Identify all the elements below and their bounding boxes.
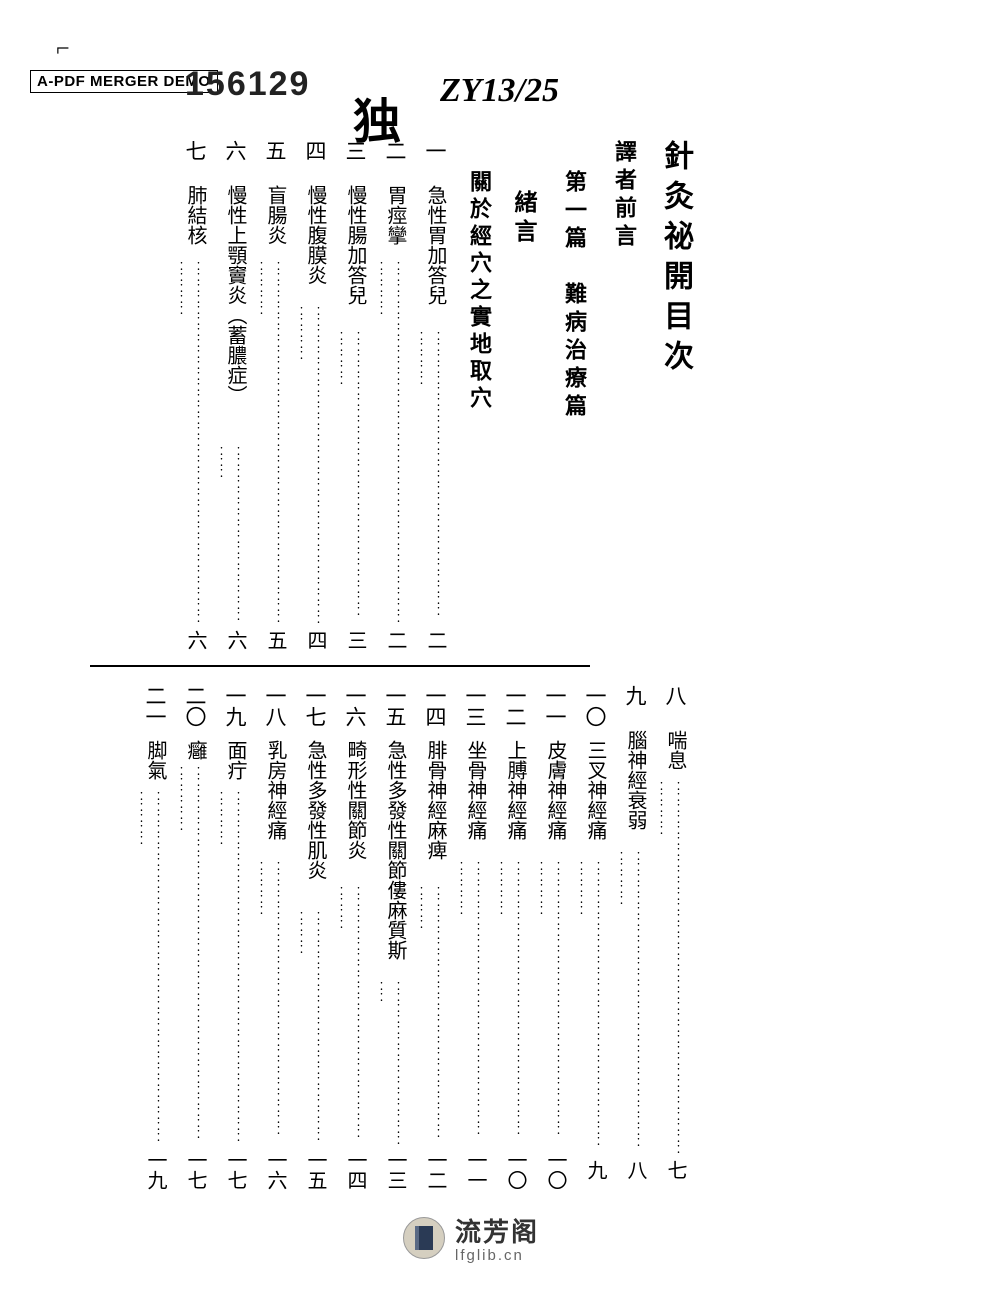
- entry-number: 一四: [420, 685, 450, 727]
- leader-dots: ︰︰︰︰︰︰︰︰︰︰︰︰︰︰︰︰︰︰︰︰︰︰︰︰︰︰︰: [333, 885, 367, 1145]
- entry-page: 一三: [381, 1150, 410, 1190]
- entry-page: 六: [181, 630, 210, 650]
- source-logo: 流芳阁 lfglib.cn: [403, 1212, 539, 1264]
- entry-label: 癰: [181, 740, 210, 760]
- entry-label: 慢性腸加答兒: [341, 185, 370, 305]
- leader-dots: ︰︰︰︰︰︰︰︰︰︰︰︰︰︰︰︰︰︰︰︰︰︰︰︰︰︰︰︰︰︰︰︰︰︰︰︰︰︰︰: [653, 780, 687, 1155]
- leader-dots: ︰︰︰︰︰︰︰︰︰︰︰︰︰︰︰︰︰︰︰︰︰︰︰︰︰︰︰︰︰︰︰︰︰︰︰︰︰︰: [373, 260, 407, 625]
- leader-dots: ︰︰︰︰︰︰︰︰︰︰︰︰︰︰︰︰︰︰︰︰︰︰︰︰︰︰︰︰︰︰︰: [413, 330, 447, 625]
- entry-number: 五: [260, 140, 290, 161]
- entry-label: 胃痙攣: [381, 185, 410, 245]
- entry-page: 一六: [261, 1150, 290, 1190]
- translator-preface-heading: 譯者前言: [613, 140, 635, 252]
- entry-page: 一〇: [501, 1150, 530, 1190]
- document-title: 針灸祕開目次: [660, 140, 690, 380]
- entry-label: 皮膚神經痛: [541, 740, 570, 840]
- entry-number: 三: [340, 140, 370, 161]
- entry-number: 二〇: [180, 685, 210, 727]
- entry-label: 腓骨神經麻痺: [421, 740, 450, 860]
- entry-number: 一七: [300, 685, 330, 727]
- entry-number: 七: [180, 140, 210, 161]
- entry-label: 慢性腹膜炎: [301, 185, 330, 285]
- entry-page: 一一: [461, 1150, 490, 1190]
- leader-dots: ︰︰︰︰︰︰︰︰︰︰︰︰︰︰︰︰︰︰︰︰︰︰︰︰︰︰︰︰︰︰︰︰︰︰: [293, 305, 327, 625]
- entry-number: 二: [380, 140, 410, 161]
- entry-page: 一七: [181, 1150, 210, 1190]
- entry-page: 二: [421, 630, 450, 650]
- entry-number: 一二: [500, 685, 530, 727]
- toc-lower-block: 八 喘息 ︰︰︰︰︰︰︰︰︰︰︰︰︰︰︰︰︰︰︰︰︰︰︰︰︰︰︰︰︰︰︰︰︰︰︰…: [90, 685, 690, 1205]
- logo-text-chinese: 流芳阁: [455, 1212, 539, 1249]
- entry-page: 一二: [421, 1150, 450, 1190]
- entry-page: 一四: [341, 1150, 370, 1190]
- leader-dots: ︰︰︰︰︰︰︰︰︰︰︰︰︰︰︰︰︰︰︰︰︰︰︰︰︰︰︰︰︰︰︰︰︰︰︰︰︰: [213, 790, 247, 1145]
- entry-number: 一三: [460, 685, 490, 727]
- library-number: 156129: [185, 65, 310, 104]
- leader-dots: ︰︰︰︰︰︰︰︰︰︰︰︰︰︰︰︰︰︰︰︰︰︰︰︰︰︰︰︰︰︰︰︰: [613, 850, 647, 1155]
- entry-number: 一一: [540, 685, 570, 727]
- logo-text-url: lfglib.cn: [455, 1247, 539, 1264]
- entry-number: 九: [620, 685, 650, 706]
- entry-page: 五: [261, 630, 290, 650]
- leader-dots: ︰︰︰︰︰︰︰︰︰︰︰︰︰︰︰︰︰︰︰︰︰︰︰︰︰︰︰︰︰︰︰︰︰︰︰︰︰︰: [253, 260, 287, 625]
- section-1-heading: 第一篇 難病治療篇: [563, 170, 585, 422]
- leader-dots: ︰︰︰︰︰︰︰︰︰︰︰︰︰︰︰︰︰︰︰︰︰︰︰︰︰︰︰︰︰︰︰︰︰︰︰︰︰: [133, 790, 167, 1145]
- entry-label: 急性多發性關節僂麻質斯: [381, 740, 410, 960]
- section-divider: [90, 665, 590, 667]
- entry-page: 四: [301, 630, 330, 650]
- entry-label: 急性胃加答兒: [421, 185, 450, 305]
- leader-dots: ︰︰︰︰︰︰︰︰︰︰︰︰︰︰︰︰︰︰︰: [213, 445, 247, 625]
- handwritten-shelfcode: ZY13/25: [440, 72, 559, 110]
- entry-label: 慢性上顎竇炎（蓄膿症）: [221, 185, 250, 405]
- entry-page: 二: [381, 630, 410, 650]
- leader-dots: ︰︰︰︰︰︰︰︰︰︰︰︰︰︰︰︰︰︰︰︰︰︰︰︰︰︰︰: [413, 885, 447, 1145]
- entry-page: 一五: [301, 1150, 330, 1190]
- entry-page: 一九: [141, 1150, 170, 1190]
- crop-mark: ⌐: [56, 36, 70, 63]
- leader-dots: ︰︰︰︰︰︰︰︰︰︰︰︰︰︰︰︰︰︰︰︰︰︰︰︰︰︰︰︰︰︰: [453, 860, 487, 1145]
- entry-page: 三: [341, 630, 370, 650]
- entry-number: 一: [420, 140, 450, 161]
- entry-label: 腦神經衰弱: [621, 730, 650, 830]
- leader-dots: ︰︰︰︰︰︰︰︰︰︰︰︰︰︰︰︰︰︰︰︰︰︰︰︰︰︰︰︰︰︰︰︰︰︰︰︰︰︰︰︰: [173, 765, 207, 1145]
- leader-dots: ︰︰︰︰︰︰︰︰︰︰︰︰︰︰︰︰︰︰︰︰︰︰︰︰︰: [293, 910, 327, 1145]
- leader-dots: ︰︰︰︰︰︰︰︰︰︰︰︰︰︰︰︰︰︰︰︰︰︰︰︰︰︰︰︰︰︰: [493, 860, 527, 1145]
- entry-page: 七: [661, 1160, 690, 1180]
- leader-dots: ︰︰︰︰︰︰︰︰︰︰︰︰︰︰︰︰︰︰︰︰︰︰︰︰︰︰︰︰︰︰︰: [333, 330, 367, 625]
- acupoint-heading: 關於經穴之實地取穴: [468, 170, 490, 413]
- entry-number: 一五: [380, 685, 410, 727]
- entry-number: 一〇: [580, 685, 610, 727]
- entry-label: 脚氣: [141, 740, 170, 780]
- leader-dots: ︰︰︰︰︰︰︰︰︰︰︰︰︰︰︰︰︰︰︰︰︰︰︰︰︰︰︰︰︰︰: [253, 860, 287, 1145]
- entry-number: 八: [660, 685, 690, 706]
- entry-label: 面疔: [221, 740, 250, 780]
- leader-dots: ︰︰︰︰︰︰︰︰︰︰︰︰︰︰︰︰︰︰︰︰︰︰︰︰︰︰︰︰︰︰︰︰︰︰︰︰︰︰: [173, 260, 207, 625]
- entry-label: 三叉神經痛: [581, 740, 610, 840]
- entry-label: 上膊神經痛: [501, 740, 530, 840]
- leader-dots: ︰︰︰︰︰︰︰︰︰︰︰︰︰︰︰︰︰: [373, 980, 407, 1145]
- leader-dots: ︰︰︰︰︰︰︰︰︰︰︰︰︰︰︰︰︰︰︰︰︰︰︰︰︰︰︰︰︰︰︰: [573, 860, 607, 1155]
- entry-label: 急性多發性肌炎: [301, 740, 330, 880]
- entry-page: 八: [621, 1160, 650, 1180]
- toc-upper-block: 針灸祕開目次 譯者前言 第一篇 難病治療篇 緒言 關於經穴之實地取穴 一 急性胃…: [90, 130, 690, 670]
- entry-page: 一〇: [541, 1150, 570, 1190]
- entry-page: 一七: [221, 1150, 250, 1190]
- entry-page: 六: [221, 630, 250, 650]
- entry-label: 肺結核: [181, 185, 210, 245]
- entry-number: 一九: [220, 685, 250, 727]
- entry-number: 四: [300, 140, 330, 161]
- leader-dots: ︰︰︰︰︰︰︰︰︰︰︰︰︰︰︰︰︰︰︰︰︰︰︰︰︰︰︰︰︰︰: [533, 860, 567, 1145]
- entry-number: 六: [220, 140, 250, 161]
- entry-label: 畸形性關節炎: [341, 740, 370, 860]
- entry-page: 九: [581, 1160, 610, 1180]
- entry-number: 一六: [340, 685, 370, 727]
- entry-label: 乳房神經痛: [261, 740, 290, 840]
- book-icon: [403, 1217, 445, 1259]
- entry-label: 喘息: [661, 730, 690, 770]
- introduction-heading: 緒言: [512, 190, 535, 248]
- entry-label: 盲腸炎: [261, 185, 290, 245]
- entry-number: 一八: [260, 685, 290, 727]
- entry-label: 坐骨神經痛: [461, 740, 490, 840]
- entry-number: 二一: [140, 685, 170, 727]
